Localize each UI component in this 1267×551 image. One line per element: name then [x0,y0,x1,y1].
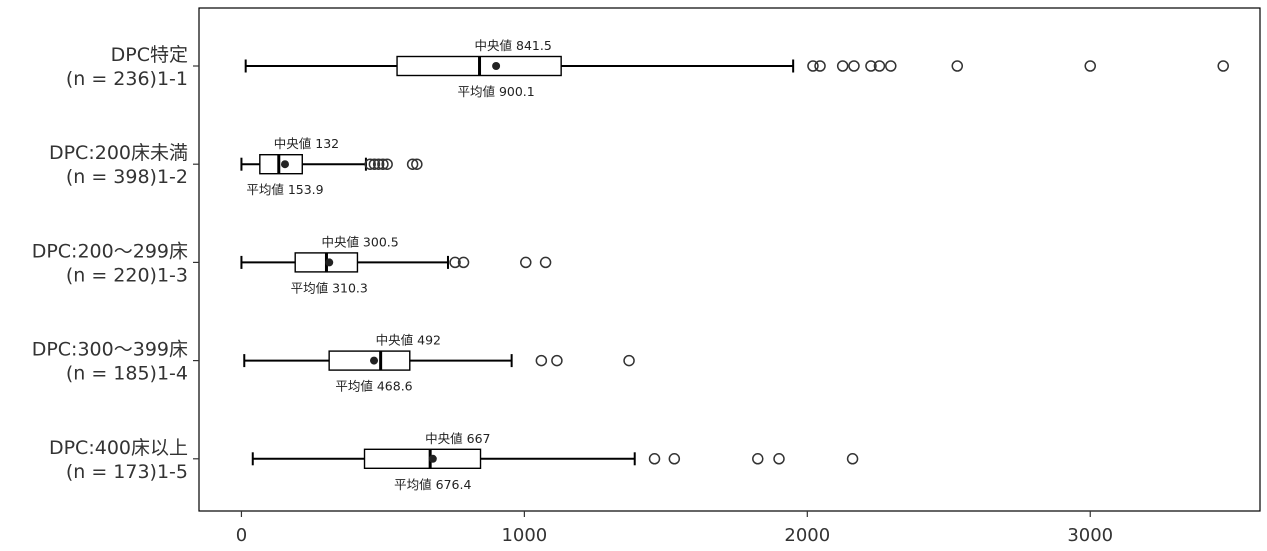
x-tick-label-3: 3000 [1067,525,1113,546]
boxes: 中央値 841.5 平均値 900.1 中央値 132 平均値 153.9 中央値 30… [240,38,1229,492]
category-label-1: DPC特定 [111,44,188,66]
category-group-3: 中央値 300.5 平均値 310.3 [240,234,552,295]
mean-annotation: 平均値 310.3 [291,280,368,295]
outlier-point-10 [1217,60,1229,72]
outlier-point-3 [372,158,385,170]
category-n-label-4: (n = 185)1-4 [66,363,188,385]
median-annotation: 中央値 300.5 [321,234,398,249]
outlier-point-1 [807,60,819,72]
category-group-2: 中央値 132 平均値 153.9 [240,136,423,197]
iqr-box [328,350,411,371]
outlier-point-1 [449,256,461,269]
category-n-label-5: (n = 173)1-5 [66,461,188,483]
category-group-1: 中央値 841.5 平均値 900.1 [244,38,1229,99]
median-annotation: 中央値 492 [376,333,441,348]
plot-panel [198,7,1261,512]
outlier-point-1 [364,158,376,170]
mean-point [428,454,437,463]
category-label-5: DPC:400床以上 [49,437,188,459]
outlier-point-6 [873,60,886,72]
x-tick-label-1: 1000 [501,525,547,546]
outlier-point-9 [1084,60,1096,72]
mean-point [492,62,501,70]
category-label-3: DPC:200～299床 [32,240,188,262]
mean-annotation: 平均値 900.1 [457,84,534,99]
outlier-point-7 [411,158,423,170]
outlier-point-4 [773,453,785,465]
category-n-label-3: (n = 220)1-3 [66,264,188,286]
outlier-point-1 [648,453,661,465]
x-axis: 0 1000 2000 3000 [236,511,1113,546]
category-label-2: DPC:200床未満 [49,142,188,164]
outlier-point-4 [848,60,860,72]
outlier-point-6 [406,158,419,170]
outlier-point-3 [752,453,764,465]
outlier-point-7 [885,60,897,72]
y-axis: DPC特定(n = 236)1-1 DPC:200床未満(n = 398)1-2 D… [32,44,199,483]
outlier-point-2 [668,453,681,465]
mean-point [280,160,289,169]
median-annotation: 中央値 132 [274,136,339,151]
outlier-point-2 [457,256,470,269]
category-n-label-1: (n = 236)1-1 [66,68,188,90]
category-group-5: 中央値 667 平均値 676.4 [251,431,859,492]
mean-point [370,356,379,365]
outlier-point-5 [846,453,859,465]
outlier-point-4 [539,256,552,269]
outlier-point-3 [623,354,635,367]
median-annotation: 中央値 667 [425,431,490,446]
category-label-4: DPC:300～399床 [32,339,188,361]
outlier-point-1 [535,354,548,367]
mean-annotation: 平均値 153.9 [246,182,323,197]
category-n-label-2: (n = 398)1-2 [66,166,188,188]
mean-annotation: 平均値 468.6 [335,379,412,394]
outlier-point-3 [836,60,849,72]
outlier-point-5 [865,60,877,72]
median-annotation: 中央値 841.5 [475,38,552,53]
outlier-point-2 [814,60,826,72]
outlier-point-4 [377,158,389,170]
outlier-point-2 [368,158,381,170]
category-group-4: 中央値 492 平均値 468.6 [243,333,635,394]
iqr-box [363,448,482,469]
outlier-point-3 [520,256,532,269]
outlier-point-2 [551,354,563,367]
x-tick-label-0: 0 [236,525,247,546]
outlier-point-8 [951,60,964,72]
x-tick-label-2: 2000 [784,525,830,546]
mean-point [325,258,334,267]
mean-annotation: 平均値 676.4 [394,477,471,492]
outlier-point-5 [381,158,393,170]
